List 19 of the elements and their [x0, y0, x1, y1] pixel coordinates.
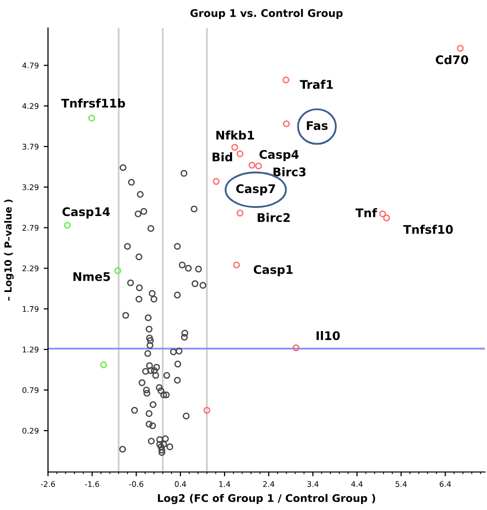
x-axis-title: Log2 (FC of Group 1 / Control Group ): [158, 494, 376, 504]
annotation: Fas: [306, 121, 328, 130]
annotation: Nfkb1: [216, 130, 254, 140]
annotation: Birc2: [258, 212, 290, 222]
annotation: Cd70: [436, 55, 468, 64]
annotation: Casp4: [259, 150, 299, 162]
annotation: Il10: [316, 330, 340, 340]
annotation: Casp7: [236, 184, 276, 196]
annotation: Birc3: [274, 167, 306, 176]
annotation: Tnfrsf11b: [61, 98, 126, 108]
annotation: Bid: [212, 152, 232, 162]
annotation: Traf1: [300, 80, 333, 89]
annotation: Casp14: [62, 207, 110, 218]
y-axis-title: – Log10 ( P–value ): [4, 200, 14, 301]
annotation: Nme5: [73, 272, 110, 282]
annotation: Tnfsf10: [403, 224, 453, 234]
annotation: Casp1: [254, 265, 293, 276]
annotation: Tnf: [356, 208, 378, 218]
chart-title: Group 1 vs. Control Group: [190, 8, 343, 20]
